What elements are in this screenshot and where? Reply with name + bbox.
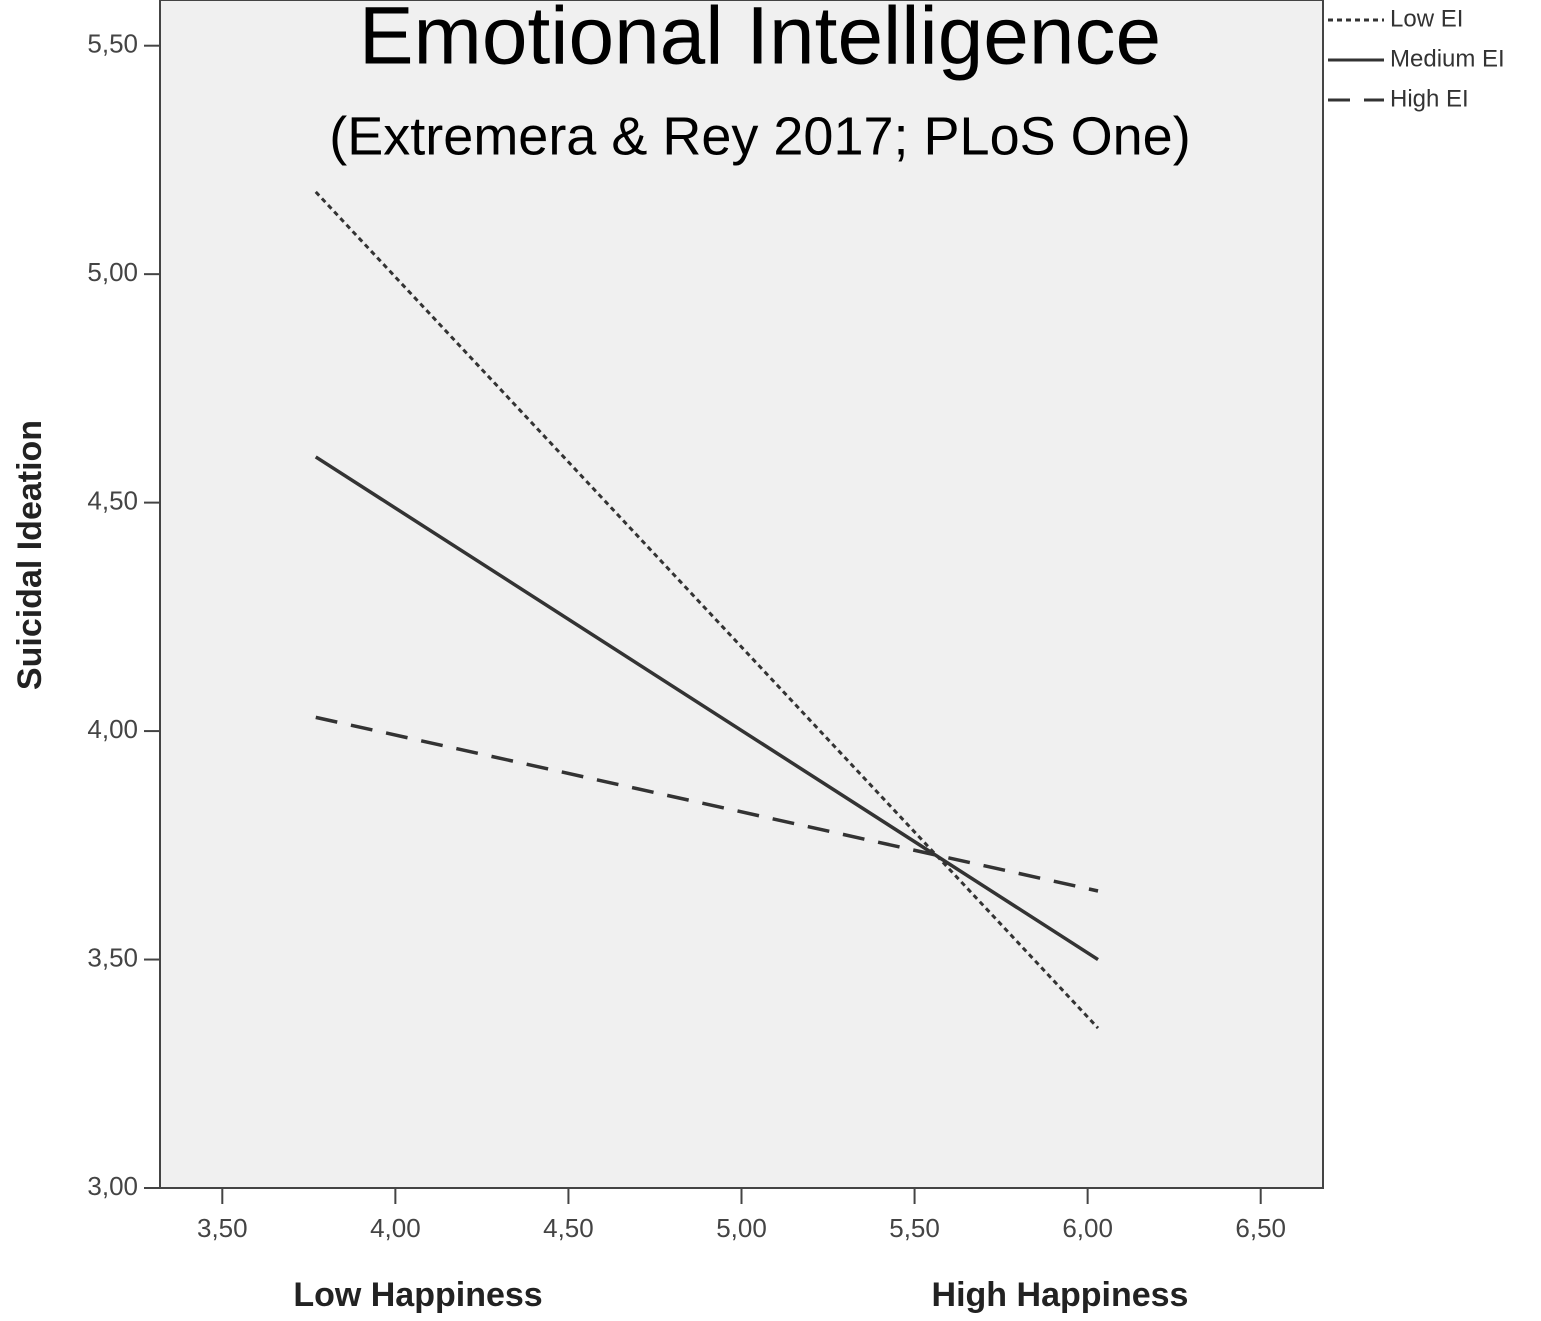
y-tick-label: 5,00 xyxy=(87,257,138,287)
series-line xyxy=(314,190,1100,1030)
y-tick-label: 5,50 xyxy=(87,29,138,59)
x-tick-label: 3,50 xyxy=(197,1213,248,1243)
y-tick-label: 4,00 xyxy=(87,714,138,744)
annotation: High Happiness xyxy=(932,1276,1189,1314)
legend-label: High EI xyxy=(1390,85,1469,112)
series-line xyxy=(315,715,1099,893)
y-tick-label: 3,50 xyxy=(87,942,138,972)
y-tick-label: 4,50 xyxy=(87,485,138,515)
x-tick-label: 6,50 xyxy=(1235,1213,1286,1243)
chart-title: Emotional Intelligence xyxy=(359,0,1161,82)
x-tick-label: 4,00 xyxy=(370,1213,421,1243)
legend-label: Medium EI xyxy=(1390,45,1505,72)
x-tick-label: 6,00 xyxy=(1062,1213,1113,1243)
x-tick-label: 5,50 xyxy=(889,1213,940,1243)
legend-label: Low EI xyxy=(1390,5,1463,32)
chart-subtitle: (Extremera & Rey 2017; PLoS One) xyxy=(329,106,1190,166)
y-axis-label: Suicidal Ideation xyxy=(11,420,49,690)
plot-area xyxy=(159,0,1324,1189)
series-line xyxy=(314,455,1099,962)
x-tick-label: 4,50 xyxy=(543,1213,594,1243)
x-tick-label: 5,00 xyxy=(716,1213,767,1243)
annotation: Low Happiness xyxy=(293,1276,542,1314)
y-tick-label: 3,00 xyxy=(87,1171,138,1201)
